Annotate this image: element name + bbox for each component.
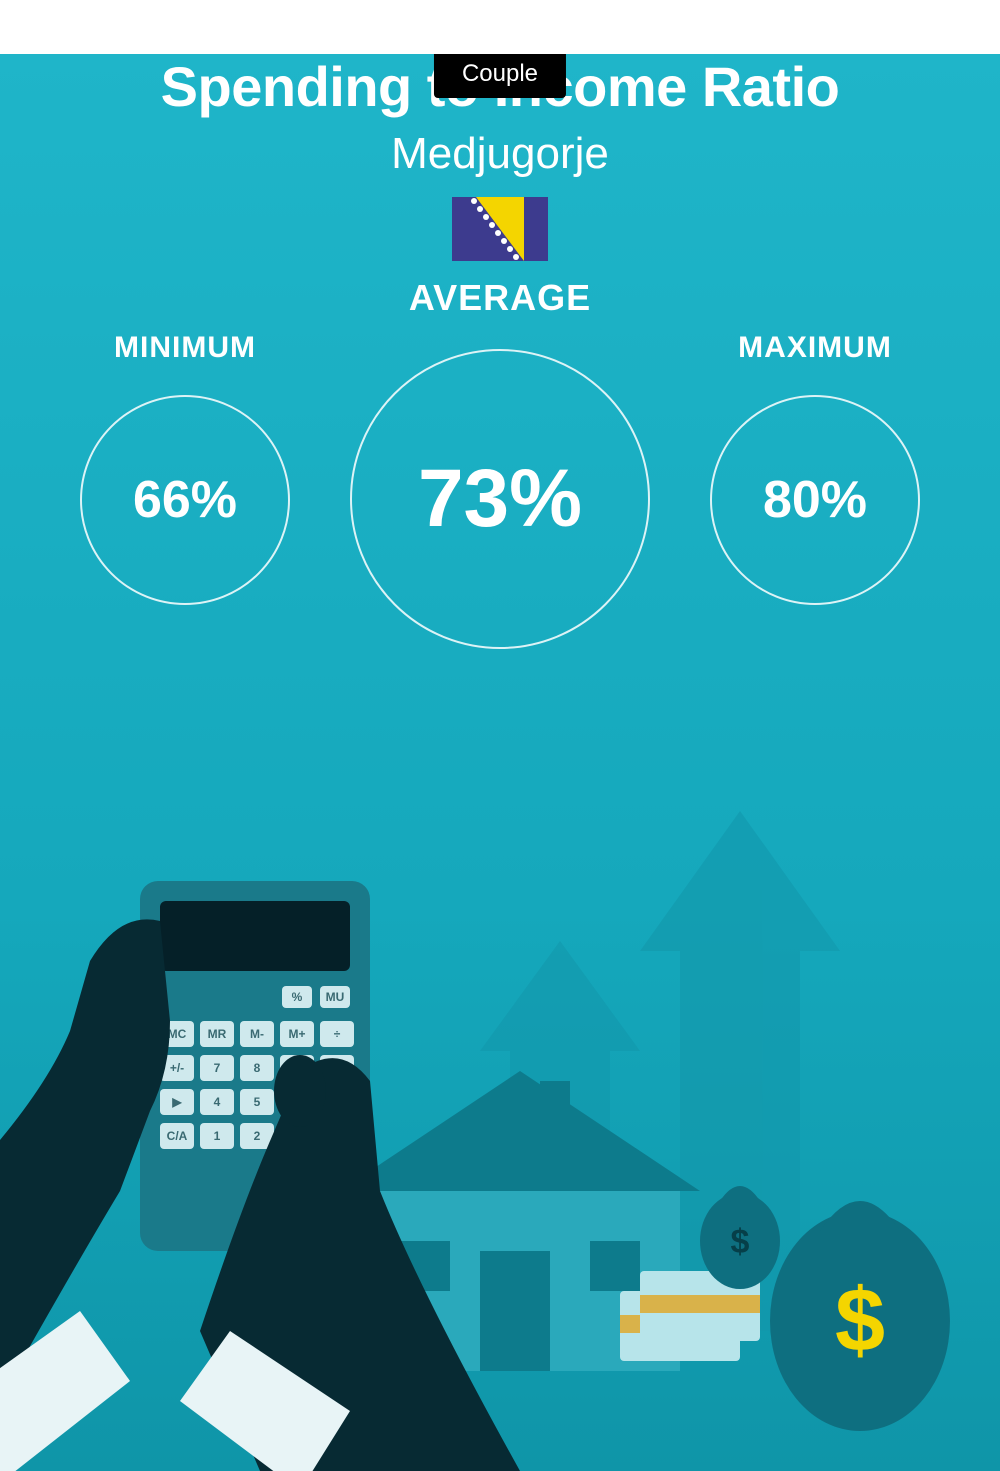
svg-text:MR: MR <box>208 1027 227 1041</box>
svg-text:6: 6 <box>294 1095 301 1109</box>
svg-text:$: $ <box>835 1271 885 1371</box>
svg-text:7: 7 <box>214 1061 221 1075</box>
stat-min-circle: 66% <box>80 395 290 605</box>
stat-max-value: 80% <box>763 470 867 530</box>
svg-text:+: + <box>333 1129 340 1143</box>
svg-text:▶: ▶ <box>171 1095 182 1109</box>
svg-text:5: 5 <box>254 1095 261 1109</box>
stat-min-value: 66% <box>133 470 237 530</box>
stat-avg-label: AVERAGE <box>350 277 650 319</box>
stat-avg-circle: 73% <box>350 349 650 649</box>
svg-text:$: $ <box>731 1223 750 1261</box>
stat-avg-value: 73% <box>418 452 582 546</box>
svg-text:9: 9 <box>294 1061 301 1075</box>
stat-minimum: MINIMUM 66% <box>80 331 290 605</box>
page-subtitle: Medjugorje <box>0 129 1000 179</box>
stat-max-label: MAXIMUM <box>710 331 920 365</box>
badge-label: Couple <box>462 60 538 87</box>
flag-icon <box>452 197 548 261</box>
svg-text:C/A: C/A <box>167 1129 188 1143</box>
svg-text:2: 2 <box>254 1129 261 1143</box>
stats-row: MINIMUM 66% AVERAGE 73% MAXIMUM 80% <box>0 331 1000 649</box>
svg-text:3: 3 <box>294 1129 301 1143</box>
illustration-icon: $ $ <box>0 771 1000 1471</box>
stat-maximum: MAXIMUM 80% <box>710 331 920 605</box>
svg-text:×: × <box>333 1061 340 1075</box>
svg-text:MU: MU <box>326 990 345 1004</box>
stat-max-circle: 80% <box>710 395 920 605</box>
svg-text:%: % <box>292 990 303 1004</box>
svg-text:+/-: +/- <box>170 1061 184 1075</box>
svg-text:8: 8 <box>254 1061 261 1075</box>
svg-text:MC: MC <box>168 1027 187 1041</box>
svg-text:÷: ÷ <box>334 1027 341 1041</box>
stat-average: AVERAGE 73% <box>350 277 650 649</box>
svg-text:M-: M- <box>250 1027 264 1041</box>
svg-text:4: 4 <box>214 1095 221 1109</box>
infographic-page: Couple Spending to Income Ratio Medjugor… <box>0 54 1000 1471</box>
svg-text:1: 1 <box>214 1129 221 1143</box>
stat-min-label: MINIMUM <box>80 331 290 365</box>
category-badge: Couple <box>434 54 566 98</box>
svg-text:M+: M+ <box>288 1027 305 1041</box>
svg-text:−: − <box>333 1095 340 1109</box>
